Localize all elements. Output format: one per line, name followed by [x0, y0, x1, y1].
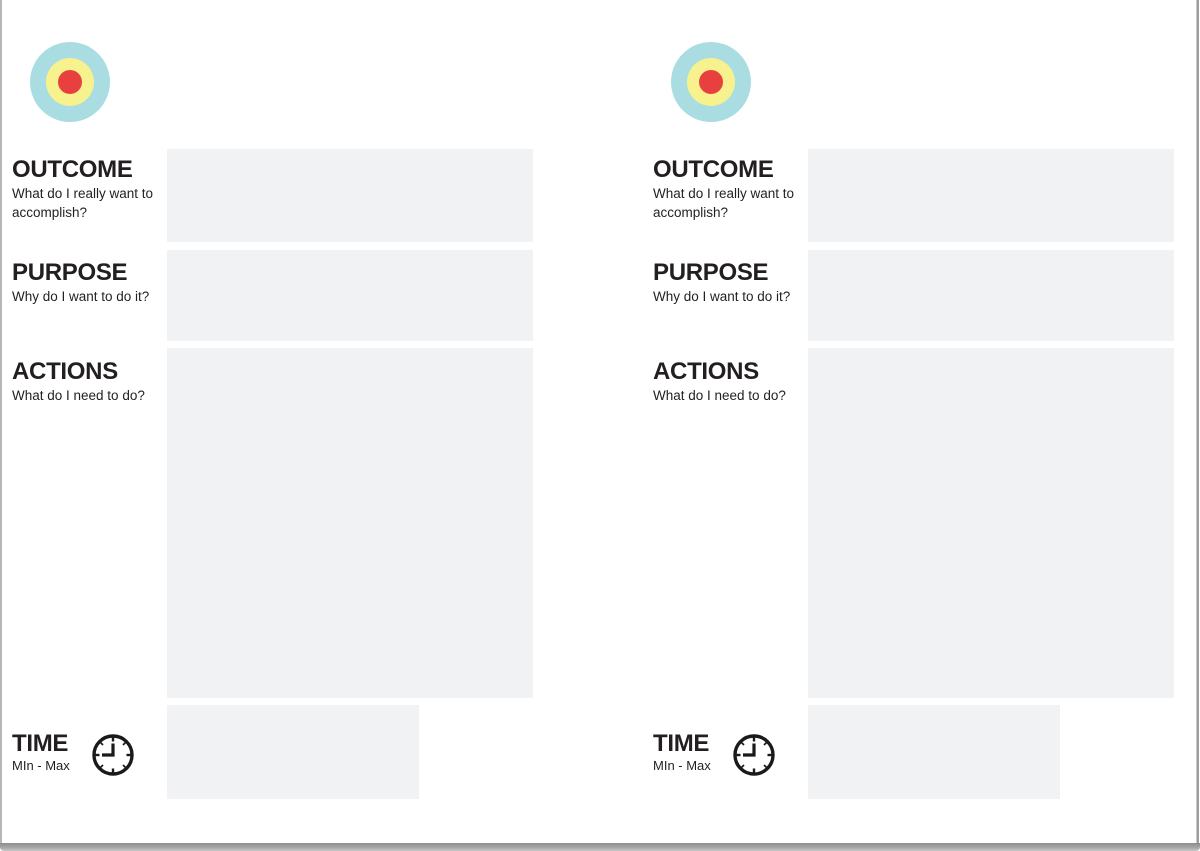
- purpose-title: PURPOSE: [12, 259, 128, 286]
- actions-label: ACTIONS What do I need to do?: [653, 359, 815, 406]
- time-subtitle: MIn - Max: [653, 758, 711, 774]
- time-field: [167, 705, 419, 799]
- purpose-field: [808, 250, 1174, 341]
- actions-field: [808, 348, 1174, 698]
- outcome-title: OUTCOME: [653, 156, 774, 183]
- actions-subtitle: What do I need to do?: [12, 388, 145, 404]
- planner-panel-left: OUTCOME What do I really want to accompl…: [12, 0, 557, 843]
- clock-icon: [92, 734, 134, 776]
- purpose-subtitle: Why do I want to do it?: [12, 289, 150, 305]
- purpose-field: [167, 250, 533, 341]
- outcome-label: OUTCOME What do I really want to accompl…: [12, 157, 174, 223]
- actions-subtitle: What do I need to do?: [653, 388, 786, 404]
- actions-field: [167, 348, 533, 698]
- actions-title: ACTIONS: [653, 358, 759, 385]
- planner-panel-right: OUTCOME What do I really want to accompl…: [653, 0, 1198, 843]
- outcome-label: OUTCOME What do I really want to accompl…: [653, 157, 815, 223]
- target-icon-bullseye: [58, 70, 82, 94]
- outcome-subtitle: What do I really want to accomplish?: [12, 186, 154, 221]
- page-right-border: [1196, 0, 1199, 845]
- actions-title: ACTIONS: [12, 358, 118, 385]
- time-title: TIME: [12, 730, 69, 757]
- time-label: TIME MIn - Max: [653, 731, 733, 775]
- outcome-field: [808, 149, 1174, 242]
- time-title: TIME: [653, 730, 710, 757]
- window-bottom-edge: [0, 843, 1200, 851]
- outcome-title: OUTCOME: [12, 156, 133, 183]
- purpose-label: PURPOSE Why do I want to do it?: [12, 260, 174, 307]
- target-icon-bullseye: [699, 70, 723, 94]
- purpose-subtitle: Why do I want to do it?: [653, 289, 791, 305]
- page-left-border: [0, 0, 2, 845]
- purpose-label: PURPOSE Why do I want to do it?: [653, 260, 815, 307]
- actions-label: ACTIONS What do I need to do?: [12, 359, 174, 406]
- outcome-subtitle: What do I really want to accomplish?: [653, 186, 795, 221]
- time-subtitle: MIn - Max: [12, 758, 70, 774]
- purpose-title: PURPOSE: [653, 259, 769, 286]
- target-icon: [30, 42, 110, 122]
- clock-icon: [733, 734, 775, 776]
- target-icon: [671, 42, 751, 122]
- outcome-field: [167, 149, 533, 242]
- time-field: [808, 705, 1060, 799]
- time-label: TIME MIn - Max: [12, 731, 92, 775]
